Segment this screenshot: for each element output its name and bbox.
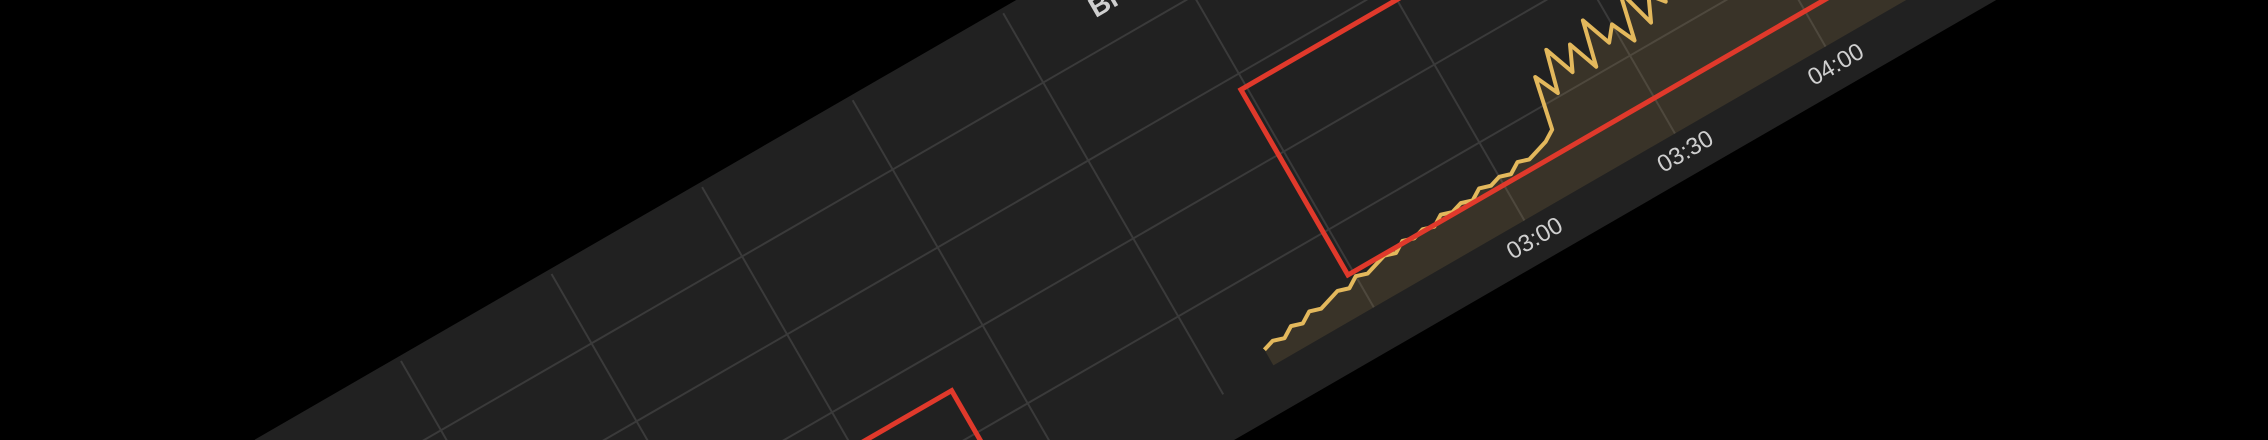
grid-line — [475, 0, 2268, 440]
grid-line — [1002, 12, 1225, 395]
grid-line — [430, 0, 2268, 440]
series-line — [1262, 0, 1938, 352]
alert-region — [620, 387, 1005, 440]
grid-line — [1303, 0, 1526, 221]
alert-region — [1237, 0, 2268, 279]
grid-line — [1152, 0, 1375, 308]
grid-line — [550, 273, 773, 440]
grid-line — [385, 0, 2268, 440]
grid-line — [1454, 0, 1676, 135]
grid-line — [340, 0, 2268, 440]
grid-line — [400, 360, 622, 440]
grid-line — [851, 99, 1074, 440]
grid-line — [701, 186, 923, 440]
